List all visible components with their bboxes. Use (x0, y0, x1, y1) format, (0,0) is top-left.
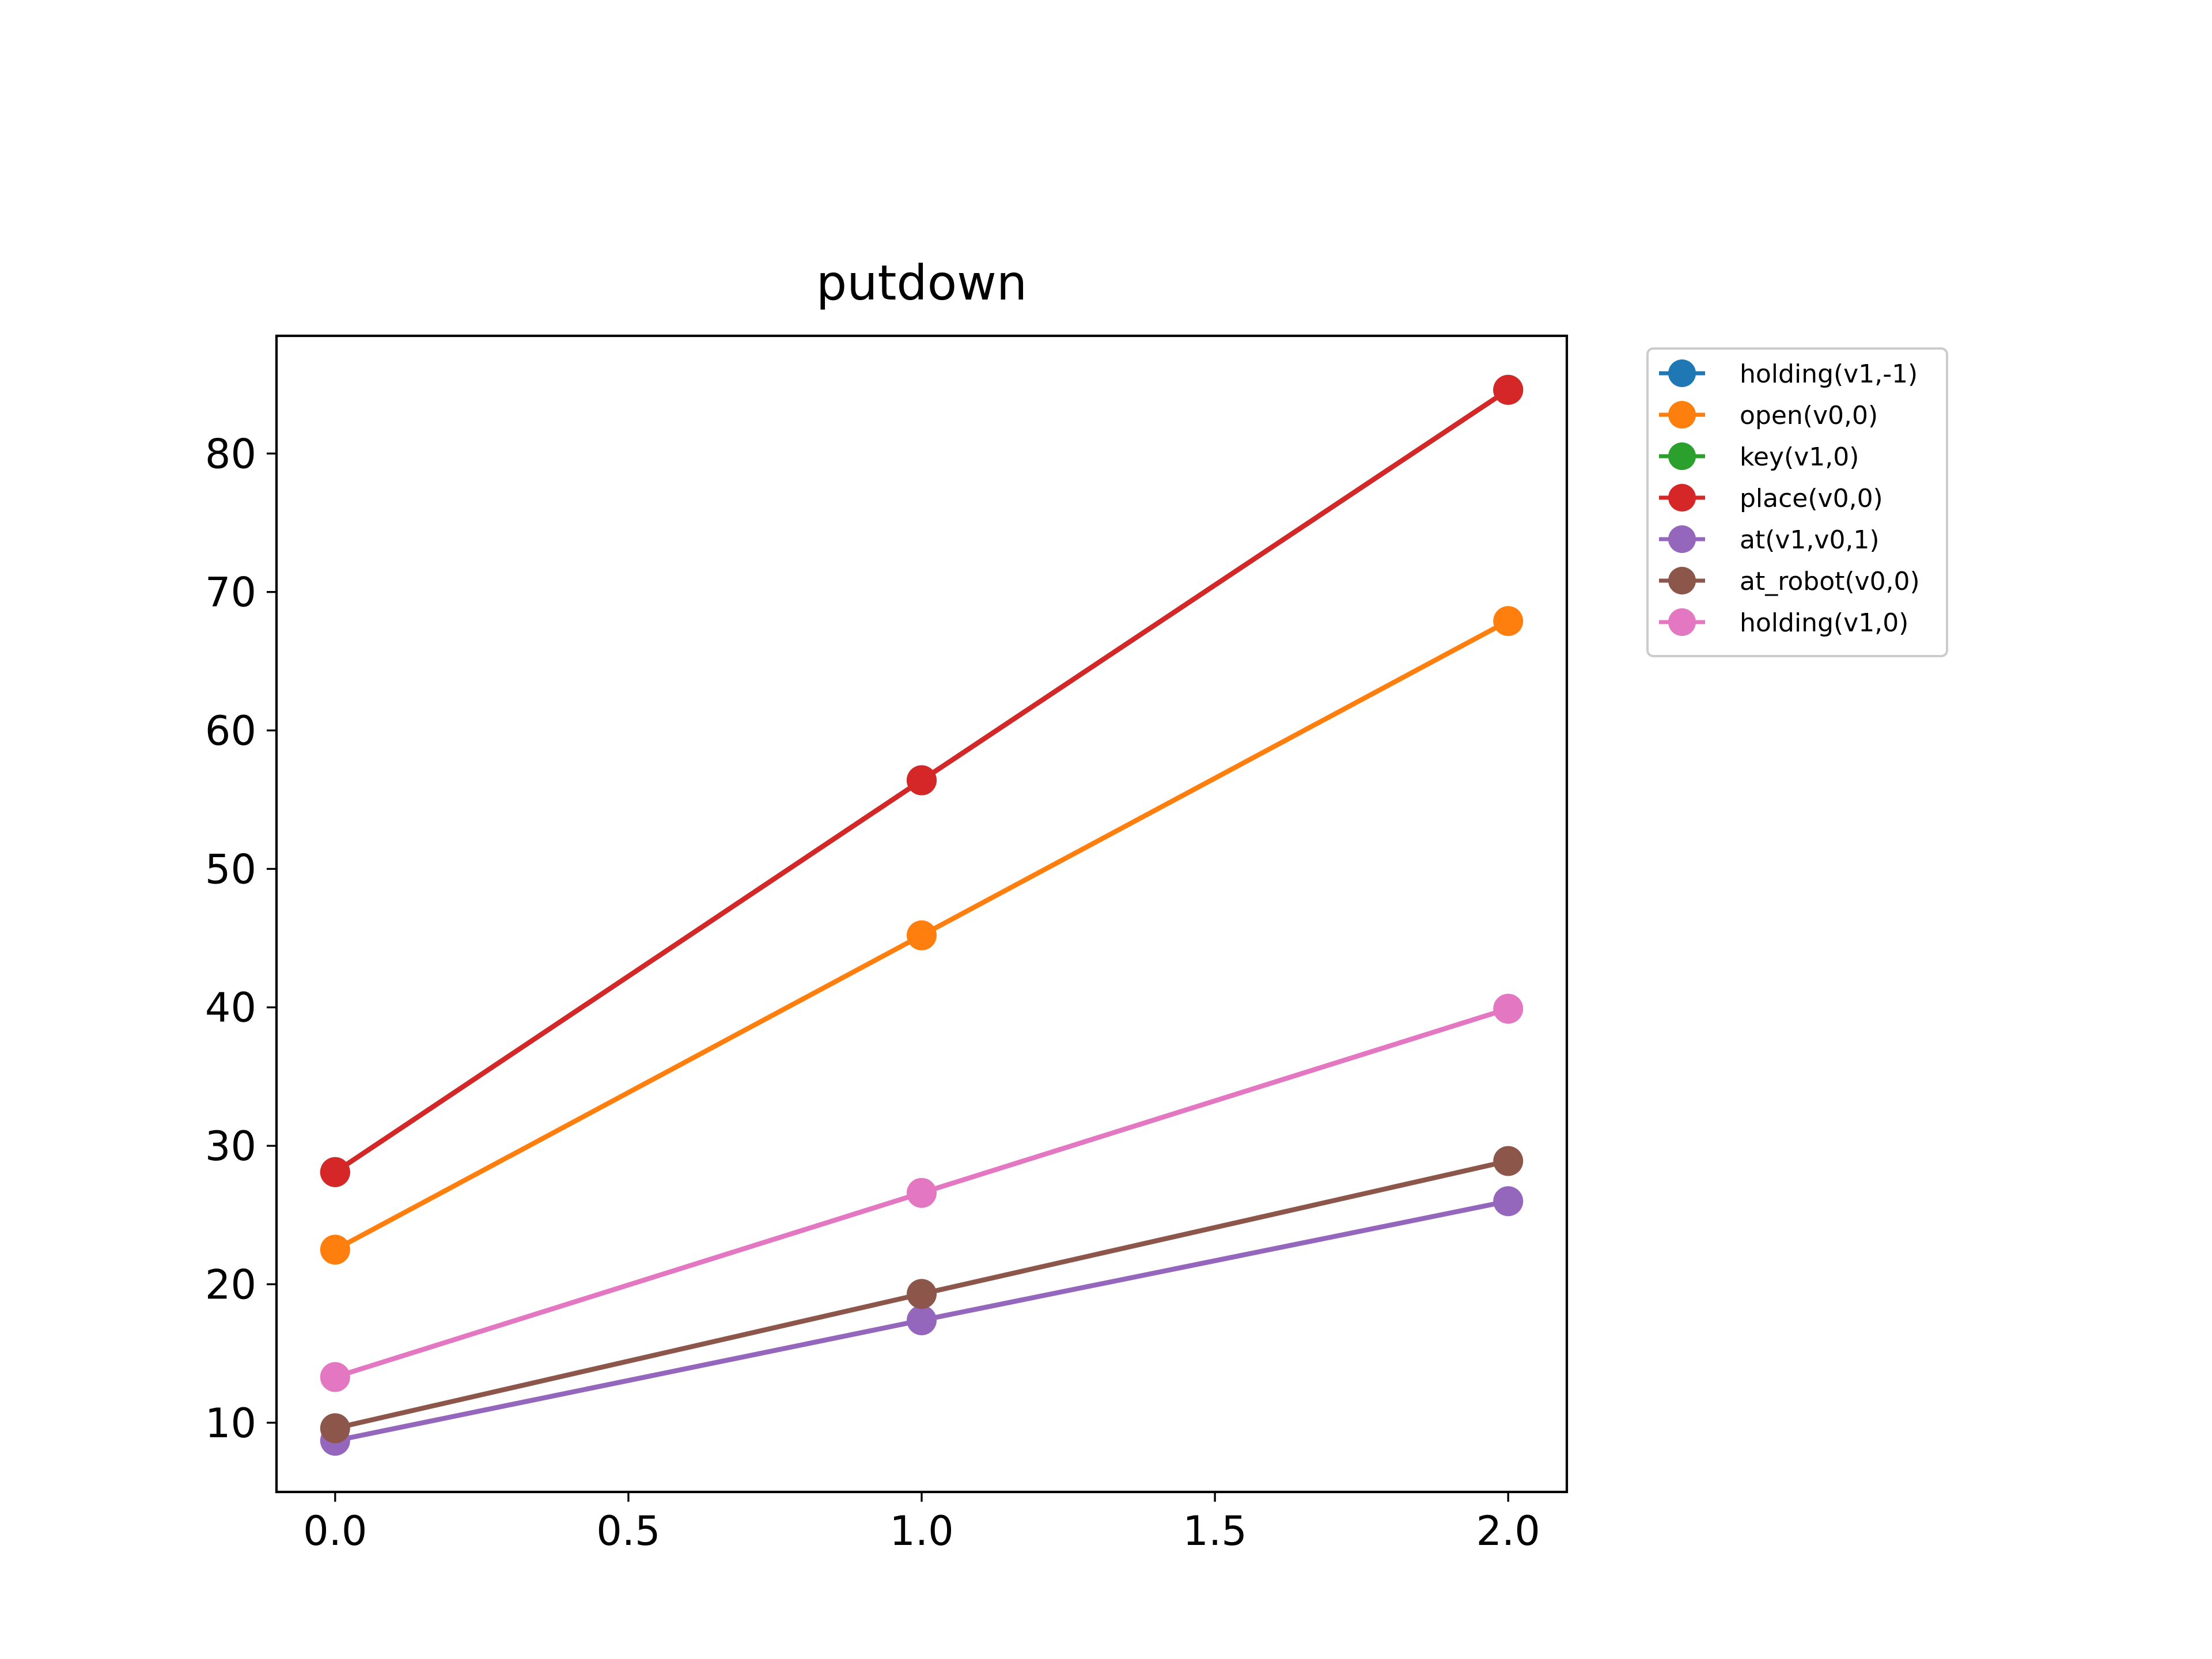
data-point (907, 765, 937, 796)
series-4 (320, 1186, 1524, 1456)
legend-marker (1668, 359, 1696, 387)
legend-marker (1668, 401, 1696, 429)
y-tick-label: 10 (205, 1400, 256, 1447)
data-point (320, 1362, 350, 1392)
y-axis: 10 20 30 40 50 60 70 80 (205, 430, 276, 1447)
y-tick-label: 30 (205, 1123, 256, 1170)
legend-marker (1668, 442, 1696, 470)
data-point (1493, 606, 1524, 637)
data-point (1493, 994, 1524, 1024)
legend-label: at_robot(v0,0) (1740, 567, 1920, 596)
data-point (907, 1279, 937, 1309)
legend-frame (1646, 347, 1948, 657)
axes-frame (275, 334, 1569, 1494)
data-point (320, 1157, 350, 1187)
x-tick-label: 1.0 (889, 1508, 953, 1555)
y-tick-label: 50 (205, 846, 256, 893)
legend-item: key(v1,0) (1659, 442, 1859, 472)
data-point (1493, 1186, 1524, 1217)
series-5 (320, 1146, 1524, 1444)
series-6 (320, 994, 1524, 1392)
data-point (1493, 1146, 1524, 1176)
legend-item: at(v1,v0,1) (1659, 525, 1880, 555)
legend-marker (1668, 608, 1696, 636)
legend-marker (1668, 567, 1696, 594)
plot-area (320, 374, 1524, 1456)
x-axis: 0.0 0.5 1.0 1.5 2.0 (303, 1492, 1540, 1555)
y-tick-label: 60 (205, 707, 256, 755)
x-tick-label: 0.5 (596, 1508, 660, 1555)
data-point (907, 920, 937, 950)
x-tick-label: 1.5 (1183, 1508, 1247, 1555)
data-point (1493, 374, 1524, 405)
legend-item: holding(v1,0) (1659, 608, 1908, 638)
y-tick-label: 80 (205, 430, 256, 478)
data-point (320, 1234, 350, 1265)
x-tick-label: 2.0 (1476, 1508, 1540, 1555)
series-3 (320, 374, 1524, 1187)
y-tick-label: 40 (205, 984, 256, 1032)
x-tick-label: 0.0 (303, 1508, 367, 1555)
legend-marker (1668, 525, 1696, 553)
chart-title: putdown (816, 255, 1027, 311)
legend-marker (1668, 484, 1696, 512)
data-point (907, 1305, 937, 1335)
legend-item: place(v0,0) (1659, 484, 1883, 513)
legend-item: open(v0,0) (1659, 401, 1878, 430)
legend-item: at_robot(v0,0) (1659, 567, 1920, 596)
legend-label: open(v0,0) (1740, 401, 1878, 430)
legend-label: place(v0,0) (1740, 484, 1883, 513)
legend-item: holding(v1,-1) (1659, 359, 1918, 389)
legend-label: at(v1,v0,1) (1740, 525, 1880, 555)
legend-label: holding(v1,0) (1740, 608, 1908, 638)
data-point (907, 1177, 937, 1208)
legend-label: key(v1,0) (1740, 442, 1859, 472)
legend: holding(v1,-1) open(v0,0) key(v1,0) place(v… (1646, 347, 1948, 657)
y-tick-label: 70 (205, 569, 256, 616)
legend-label: holding(v1,-1) (1740, 359, 1918, 389)
y-tick-label: 20 (205, 1261, 256, 1308)
data-point (320, 1413, 350, 1444)
series-1 (320, 606, 1524, 1265)
